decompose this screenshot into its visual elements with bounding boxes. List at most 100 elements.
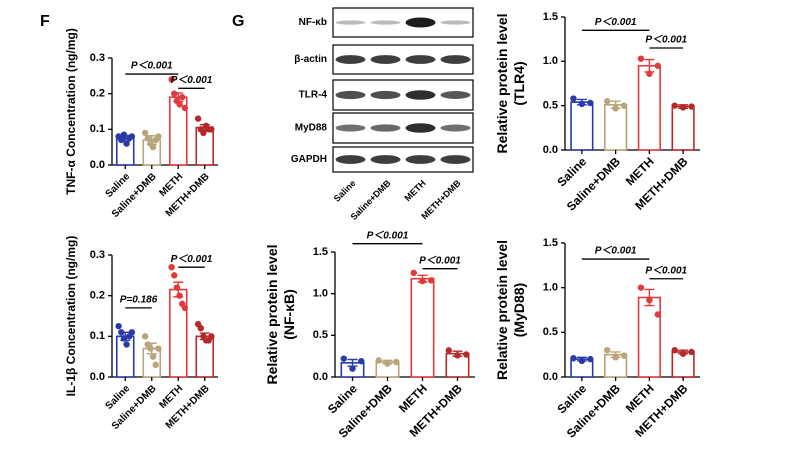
significance-label: P＜0.001 bbox=[595, 246, 637, 257]
significance-label: P＜0.001 bbox=[171, 75, 213, 86]
blot-band bbox=[440, 91, 471, 99]
data-point bbox=[147, 345, 154, 352]
significance-label: P＜0.001 bbox=[595, 17, 637, 28]
data-point bbox=[141, 333, 149, 340]
data-point bbox=[587, 355, 594, 363]
data-point bbox=[612, 105, 619, 112]
bar bbox=[671, 105, 695, 151]
blot-band bbox=[405, 123, 436, 133]
data-point bbox=[578, 357, 586, 365]
blot-row-label: NF-κb bbox=[299, 17, 327, 28]
y-tick-label: 1.0 bbox=[543, 282, 558, 294]
y-axis-label: (NF-κB) bbox=[281, 289, 297, 340]
panel-letter: G bbox=[232, 13, 244, 30]
data-point bbox=[176, 292, 183, 299]
y-tick-label: 0.0 bbox=[313, 371, 328, 383]
data-point bbox=[181, 304, 189, 312]
blot-band bbox=[370, 20, 401, 25]
data-point bbox=[120, 131, 128, 138]
data-point bbox=[603, 98, 611, 105]
data-point bbox=[646, 70, 653, 77]
blot-band bbox=[440, 124, 471, 132]
data-point bbox=[173, 284, 181, 291]
data-point bbox=[181, 104, 189, 112]
y-axis-label: Relative protein level bbox=[264, 244, 280, 384]
data-point bbox=[445, 347, 452, 354]
y-tick-label: 0.3 bbox=[90, 52, 105, 64]
y-tick-label: 0.5 bbox=[543, 100, 558, 112]
data-point bbox=[671, 102, 678, 109]
blot-band bbox=[335, 20, 366, 25]
y-axis-label: TNF-α Concentration (ng/mg) bbox=[64, 28, 78, 195]
bar bbox=[410, 277, 435, 378]
data-point bbox=[141, 129, 149, 137]
y-tick-label: 0.1 bbox=[90, 330, 105, 342]
data-point bbox=[171, 90, 178, 97]
data-point bbox=[393, 358, 400, 366]
panel-letter: F bbox=[40, 13, 50, 30]
data-point bbox=[155, 133, 162, 140]
data-point bbox=[168, 76, 175, 83]
data-point bbox=[428, 277, 435, 284]
significance-label: P＜0.001 bbox=[419, 255, 461, 266]
data-point bbox=[197, 325, 204, 332]
data-point bbox=[384, 360, 391, 367]
data-point bbox=[463, 351, 470, 358]
blot-band bbox=[335, 124, 366, 132]
y-axis-label: IL-1β Concentration (ng/mg) bbox=[64, 236, 78, 397]
data-point bbox=[671, 347, 678, 354]
y-tick-label: 1.5 bbox=[543, 237, 558, 249]
y-tick-label: 1.0 bbox=[543, 55, 558, 67]
data-point bbox=[155, 345, 162, 352]
significance-label: P＜0.001 bbox=[645, 35, 687, 46]
y-tick-label: 0.2 bbox=[90, 88, 105, 100]
data-point bbox=[358, 357, 365, 365]
data-point bbox=[179, 94, 186, 101]
blot-band bbox=[335, 55, 366, 64]
data-point bbox=[176, 101, 183, 108]
y-tick-label: 0.2 bbox=[90, 290, 105, 302]
data-point bbox=[115, 322, 122, 330]
blot-lane-label: Saline bbox=[332, 178, 358, 204]
y-axis-label: (TLR4) bbox=[511, 61, 527, 105]
data-point bbox=[149, 143, 157, 151]
y-tick-label: 1.5 bbox=[313, 246, 328, 258]
data-point bbox=[118, 329, 125, 336]
blot-band bbox=[440, 20, 471, 25]
significance-label: P=0.186 bbox=[120, 295, 158, 306]
significance-label: P＜0.001 bbox=[367, 230, 409, 241]
blot-band bbox=[440, 155, 471, 164]
blot-row-label: β-actin bbox=[294, 54, 327, 65]
data-point bbox=[128, 133, 136, 140]
data-point bbox=[128, 329, 136, 336]
bar bbox=[637, 296, 661, 378]
data-point bbox=[375, 357, 382, 364]
data-point bbox=[149, 353, 157, 360]
y-axis-label: (MyD88) bbox=[511, 283, 527, 337]
data-point bbox=[679, 350, 687, 357]
y-axis-label: Relative protein level bbox=[494, 13, 510, 153]
blot-band bbox=[440, 55, 471, 64]
data-point bbox=[410, 269, 417, 277]
bar bbox=[637, 64, 661, 151]
significance-label: P＜0.001 bbox=[131, 61, 173, 72]
data-point bbox=[168, 264, 175, 271]
blot-band bbox=[370, 124, 401, 132]
data-point bbox=[570, 95, 577, 102]
data-point bbox=[654, 62, 662, 69]
blot-band bbox=[370, 90, 401, 100]
y-tick-label: 0.5 bbox=[313, 329, 328, 341]
y-tick-label: 0.0 bbox=[90, 159, 105, 171]
data-point bbox=[123, 341, 130, 348]
y-tick-label: 0.0 bbox=[543, 144, 558, 156]
data-point bbox=[688, 348, 695, 356]
bar bbox=[604, 103, 628, 151]
data-point bbox=[637, 284, 645, 291]
data-point bbox=[454, 352, 461, 359]
data-point bbox=[654, 311, 662, 318]
blot-band bbox=[370, 55, 401, 64]
y-axis-label: Relative protein level bbox=[494, 240, 510, 380]
bar bbox=[570, 101, 594, 151]
y-tick-label: 0.1 bbox=[90, 123, 105, 135]
